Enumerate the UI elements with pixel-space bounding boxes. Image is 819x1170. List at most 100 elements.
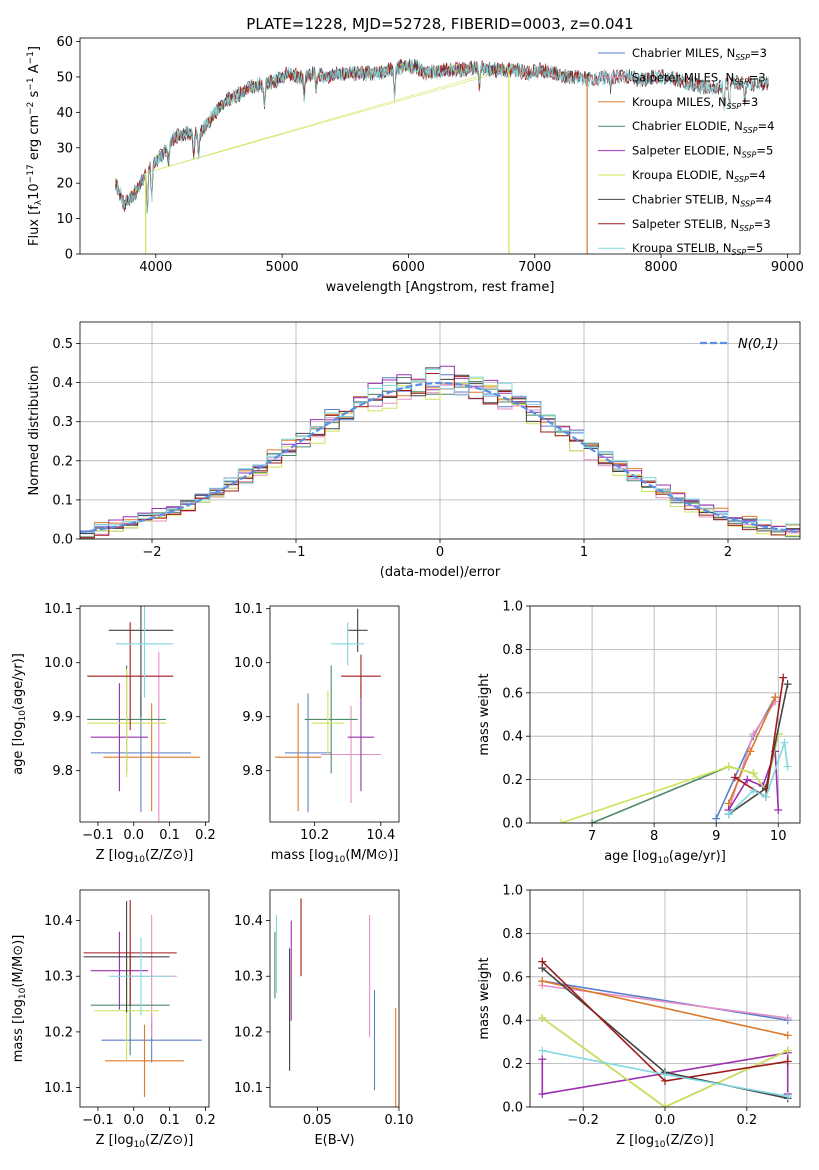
legend: Chabrier MILES, NSSP=3 Salpeter MILES, NS… <box>598 46 774 257</box>
plot-area <box>80 365 800 539</box>
x-axis-label: (data-model)/error <box>380 565 501 580</box>
y-tick-label: 0 <box>65 248 73 263</box>
spectrum-line <box>115 58 769 214</box>
y-tick-label: 0.2 <box>502 1057 523 1072</box>
y-tick-label: 0.1 <box>52 493 73 508</box>
y-tick-label: 0.5 <box>52 337 73 352</box>
x-tick-label: 0.2 <box>195 828 216 843</box>
y-tick-label: 0.4 <box>502 1014 523 1029</box>
y-tick-label: 10.1 <box>44 1081 73 1096</box>
weight-marker <box>783 1014 792 1023</box>
errorbar-point <box>108 937 174 1016</box>
y-axis-label: mass weight <box>477 673 492 755</box>
x-tick-label: 0.2 <box>736 1113 757 1128</box>
weight-marker <box>712 814 721 823</box>
errorbar-point <box>347 683 375 792</box>
y-axis-label: age [log10(age/yr)] <box>11 653 28 775</box>
weight-marker <box>780 738 789 747</box>
weight-marker <box>661 1103 669 1107</box>
spectrum-panel: 4000 5000 6000 7000 8000 9000 0 10 20 30 40 50 60 wav… <box>26 35 804 295</box>
legend-entry: Salpeter ELODIE, NSSP=5 <box>632 144 773 160</box>
weight-marker <box>783 762 792 771</box>
x-tick-label: 0 <box>436 545 444 560</box>
y-tick-label: 10.1 <box>234 602 263 617</box>
age-vs-mass-panel: 10.2 10.4 9.8 9.9 10.0 10.1 mass [log10(M/M⊙)] <box>234 602 400 865</box>
plot-area <box>87 606 201 822</box>
y-tick-label: 10.0 <box>44 656 73 671</box>
x-tick-label: 8 <box>650 829 658 844</box>
weight-series <box>538 1014 792 1107</box>
weight-marker <box>749 769 758 778</box>
axes-frame <box>79 37 801 255</box>
errorbar-point <box>108 606 174 717</box>
weight-marker <box>783 680 792 689</box>
weight-vs-age-panel: 7 8 9 10 0.0 0.2 0.4 0.6 0.8 1.0 age [log10(age/yr… <box>477 600 801 866</box>
y-tick-label: 0.8 <box>502 643 523 658</box>
plot-area <box>274 608 381 813</box>
y-tick-label: 0.2 <box>52 454 73 469</box>
x-tick-label: 2 <box>724 545 732 560</box>
axes-frame <box>269 605 400 823</box>
errorbar-point <box>304 665 358 774</box>
errorbar-point <box>284 693 332 813</box>
x-tick-label: 8000 <box>645 260 678 275</box>
axes-frame <box>79 889 210 1108</box>
y-axis-label: Flux [fλ10−17 erg cm−2 s−1 A−1] <box>26 46 44 246</box>
x-tick-label: −0.1 <box>82 828 114 843</box>
y-tick-label: 0.0 <box>502 817 523 832</box>
x-tick-label: 0.05 <box>303 1113 332 1128</box>
weight-marker <box>783 1092 792 1101</box>
plot-area <box>557 673 792 823</box>
y-tick-label: 9.8 <box>52 764 73 779</box>
mass-vs-ebv-panel: 0.05 0.10 10.1 10.2 10.3 10.4 E(B-V) <box>234 889 413 1148</box>
y-tick-label: 10.4 <box>234 914 263 929</box>
legend-entry: Kroupa STELIB, NSSP=5 <box>632 241 763 257</box>
weight-marker <box>771 693 780 702</box>
y-tick-label: 50 <box>56 70 73 85</box>
y-tick-label: 0.4 <box>52 376 73 391</box>
y-tick-label: 10.3 <box>44 970 73 985</box>
plot-area <box>115 58 769 254</box>
errorbar-point <box>83 900 177 1006</box>
x-axis-label: Z [log10(Z/Z⊙)] <box>616 1133 714 1150</box>
y-tick-label: 30 <box>56 141 73 156</box>
y-tick-label: 10.2 <box>44 1025 73 1040</box>
weight-series <box>557 730 783 823</box>
axes-frame <box>529 605 801 824</box>
y-tick-label: 0.6 <box>502 970 523 985</box>
x-tick-label: 0.1 <box>159 1113 180 1128</box>
errorbar-point <box>115 606 174 698</box>
y-tick-label: 0.8 <box>502 927 523 942</box>
x-tick-label: 0.2 <box>195 1113 216 1128</box>
residual-histogram-panel: −2 −1 0 1 2 0.0 0.1 0.2 0.3 0.4 0.5 (data-model)/er… <box>27 321 801 580</box>
errorbar-point <box>105 1024 184 1097</box>
y-axis-label: Normed distribution <box>27 366 42 496</box>
grid <box>530 605 800 824</box>
histogram-step <box>80 378 800 539</box>
weight-marker <box>774 805 783 814</box>
weight-marker <box>724 810 733 819</box>
weight-marker <box>724 762 733 771</box>
x-axis-label: age [log10(age/yr)] <box>604 849 726 866</box>
weight-marker <box>783 1057 792 1066</box>
legend-entry: Kroupa ELODIE, NSSP=4 <box>632 168 766 184</box>
weight-marker <box>538 977 547 986</box>
x-axis-label: wavelength [Angstrom, rest frame] <box>326 280 555 295</box>
y-axis-label: mass weight <box>477 957 492 1039</box>
weight-series <box>724 697 780 814</box>
weight-marker <box>538 957 547 966</box>
y-tick-label: 10.1 <box>44 602 73 617</box>
legend-entry: Chabrier ELODIE, NSSP=4 <box>632 119 774 135</box>
x-tick-label: −0.2 <box>567 1113 599 1128</box>
x-tick-label: 4000 <box>139 260 172 275</box>
weight-marker <box>783 1031 792 1040</box>
weight-marker <box>538 1055 547 1064</box>
figure-title: PLATE=1228, MJD=52728, FIBERID=0003, z=0… <box>246 15 633 33</box>
plot-area <box>274 898 397 1107</box>
legend-entry: N(0,1) <box>738 337 779 352</box>
x-tick-label: 6000 <box>392 260 425 275</box>
x-tick-label: −2 <box>142 545 161 560</box>
x-tick-label: 5000 <box>266 260 299 275</box>
normal-curve <box>80 381 798 534</box>
